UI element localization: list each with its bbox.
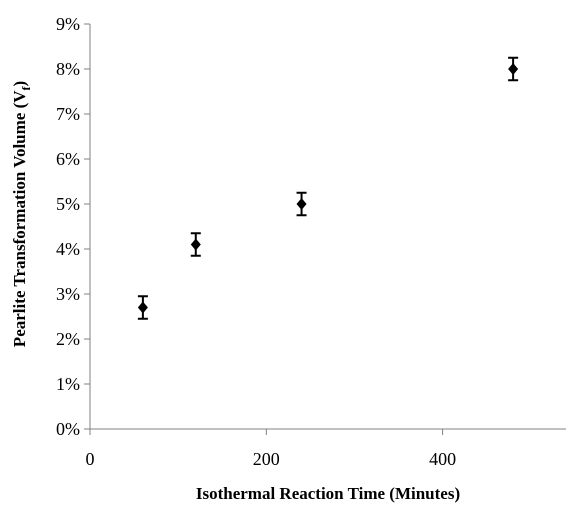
y-tick-label: 9% xyxy=(56,14,80,34)
y-axis-label-close: ) xyxy=(10,81,29,87)
x-tick-label: 0 xyxy=(86,449,95,469)
y-tick-labels: 0% 1% 2% 3% 4% 5% 6% 7% 8% 9% xyxy=(56,14,80,439)
y-axis-label-main: Pearlite Transformation Volume (V xyxy=(10,90,29,347)
data-point xyxy=(190,232,201,257)
y-tick-label: 6% xyxy=(56,149,80,169)
point-marker xyxy=(190,238,201,251)
x-tick-labels: 0 200 400 xyxy=(86,449,457,469)
x-tick-label: 400 xyxy=(429,449,456,469)
y-tick-label: 0% xyxy=(56,419,80,439)
y-tick-label: 8% xyxy=(56,59,80,79)
y-tick-label: 1% xyxy=(56,374,80,394)
point-marker xyxy=(508,63,519,75)
y-tick-label: 7% xyxy=(56,104,80,124)
x-tick-label: 200 xyxy=(253,449,280,469)
y-tick-label: 4% xyxy=(56,239,80,259)
data-point xyxy=(508,56,519,82)
y-tick-label: 2% xyxy=(56,329,80,349)
axes xyxy=(84,23,566,435)
y-tick-label: 5% xyxy=(56,194,80,214)
y-axis-label: Pearlite Transformation Volume (Vf) xyxy=(10,81,33,347)
data-point xyxy=(137,295,148,320)
y-tick-label: 3% xyxy=(56,284,80,304)
y-axis-label-subscript: f xyxy=(19,85,33,90)
x-axis-label: Isothermal Reaction Time (Minutes) xyxy=(196,484,460,503)
data-points xyxy=(137,56,519,320)
data-point xyxy=(296,191,307,217)
point-marker xyxy=(137,301,148,314)
point-marker xyxy=(296,198,307,210)
